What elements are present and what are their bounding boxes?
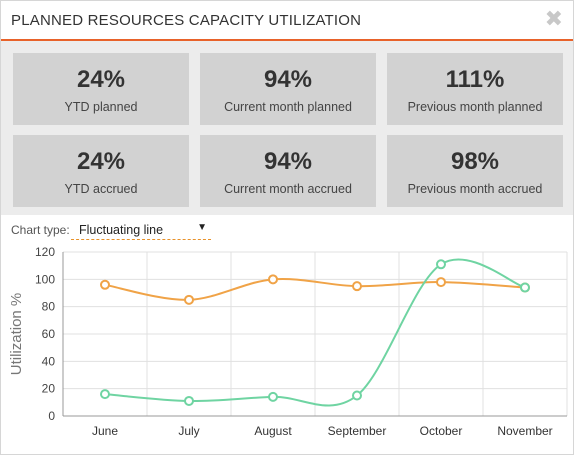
stats-grid: 24% YTD planned 94% Current month planne… bbox=[1, 41, 573, 215]
stat-label: Previous month accrued bbox=[407, 182, 543, 196]
stat-previous-month-planned: 111% Previous month planned bbox=[387, 53, 563, 125]
chart-type-value: Fluctuating line bbox=[79, 223, 164, 237]
x-tick-label: November bbox=[497, 424, 552, 438]
stat-value: 94% bbox=[263, 66, 313, 93]
data-point bbox=[436, 259, 446, 270]
x-tick-label: October bbox=[420, 424, 463, 438]
x-tick-label: June bbox=[92, 424, 118, 438]
y-tick-label: 120 bbox=[35, 245, 55, 259]
stat-previous-month-accrued: 98% Previous month accrued bbox=[387, 135, 563, 207]
stat-value: 98% bbox=[450, 148, 500, 175]
panel-title: PLANNED RESOURCES CAPACITY UTILIZATION bbox=[11, 12, 362, 29]
series-line-1 bbox=[104, 277, 526, 301]
y-tick-label: 60 bbox=[42, 327, 56, 341]
y-tick-label: 20 bbox=[42, 382, 56, 396]
stat-ytd-planned: 24% YTD planned bbox=[13, 53, 189, 125]
stat-value: 111% bbox=[445, 66, 505, 93]
utilization-chart: 0 20 40 60 80 100 120 June July August September Oc… bbox=[8, 245, 568, 438]
data-point bbox=[100, 279, 110, 290]
data-point bbox=[352, 281, 362, 292]
chart-type-select[interactable]: Fluctuating line ▼ bbox=[71, 221, 211, 240]
y-tick-label: 40 bbox=[42, 354, 56, 368]
data-point bbox=[268, 274, 278, 285]
stat-current-month-planned: 94% Current month planned bbox=[200, 53, 376, 125]
data-point bbox=[520, 282, 530, 293]
stat-label: Current month planned bbox=[224, 100, 352, 114]
data-point bbox=[268, 391, 278, 402]
panel-header: PLANNED RESOURCES CAPACITY UTILIZATION ✖ bbox=[1, 1, 573, 41]
data-point bbox=[100, 389, 110, 400]
data-point bbox=[184, 395, 194, 406]
close-icon[interactable]: ✖ bbox=[544, 6, 563, 31]
y-axis-label: Utilization % bbox=[8, 293, 25, 376]
stat-current-month-accrued: 94% Current month accrued bbox=[200, 135, 376, 207]
stat-label: YTD accrued bbox=[64, 182, 138, 196]
stat-ytd-accrued: 24% YTD accrued bbox=[13, 135, 189, 207]
stat-value: 24% bbox=[76, 66, 126, 93]
chevron-down-icon: ▼ bbox=[197, 222, 207, 233]
stat-label: Current month accrued bbox=[224, 182, 352, 196]
x-tick-label: August bbox=[254, 424, 292, 438]
y-tick-label: 80 bbox=[42, 300, 56, 314]
data-point bbox=[184, 294, 194, 305]
x-tick-label: July bbox=[178, 424, 199, 438]
stat-label: Previous month planned bbox=[407, 100, 543, 114]
stat-value: 24% bbox=[76, 148, 126, 175]
chart-type-label: Chart type: bbox=[11, 223, 70, 237]
stat-value: 94% bbox=[263, 148, 313, 175]
y-tick-label: 0 bbox=[48, 409, 55, 423]
data-point bbox=[436, 277, 446, 288]
y-tick-label: 100 bbox=[35, 272, 55, 286]
data-point bbox=[352, 390, 362, 401]
stat-label: YTD planned bbox=[64, 100, 138, 114]
x-tick-label: September bbox=[328, 424, 387, 438]
